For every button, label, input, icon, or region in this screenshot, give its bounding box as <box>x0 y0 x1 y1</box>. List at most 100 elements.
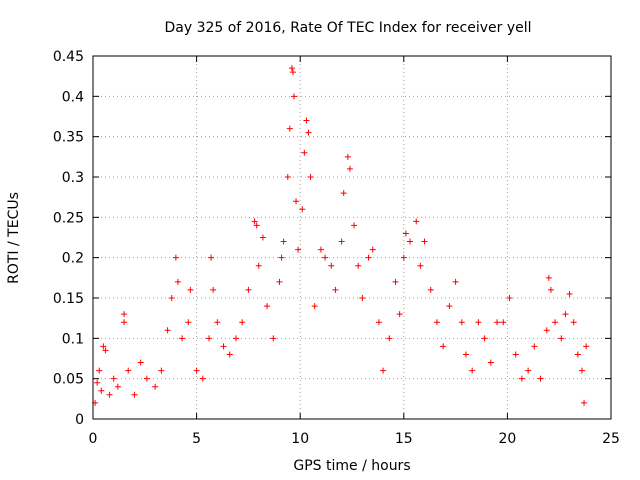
x-tick-label: 25 <box>602 431 620 447</box>
y-tick-label: 0.1 <box>62 331 84 347</box>
data-point <box>531 343 538 350</box>
data-point <box>199 375 206 382</box>
data-point <box>121 311 128 318</box>
y-tick-label: 0.45 <box>53 49 84 65</box>
data-point <box>500 319 507 326</box>
data-point <box>232 335 239 342</box>
data-point <box>407 238 414 245</box>
plot-frame <box>92 55 612 420</box>
data-point <box>317 246 324 253</box>
data-point <box>328 262 335 269</box>
data-point <box>552 319 559 326</box>
data-point <box>299 206 306 213</box>
data-point <box>206 335 213 342</box>
data-point <box>346 165 353 172</box>
data-points <box>92 65 590 406</box>
data-point <box>545 274 552 281</box>
data-point <box>158 367 165 374</box>
data-point <box>208 254 215 261</box>
data-point <box>174 278 181 285</box>
y-tick-label: 0 <box>75 412 84 428</box>
data-point <box>400 254 407 261</box>
data-point <box>322 254 329 261</box>
data-point <box>255 262 262 269</box>
axis-ticks: 0 0.05 0.1 0.15 0.2 0.25 0.3 0.35 0.4 0.45 0 5 10 15 2… <box>53 49 620 447</box>
data-point <box>214 319 221 326</box>
data-point <box>380 367 387 374</box>
data-point <box>307 174 314 180</box>
data-point <box>131 391 138 398</box>
x-tick-label: 5 <box>192 431 201 447</box>
data-point <box>525 367 532 374</box>
y-tick-label: 0.4 <box>62 89 84 105</box>
data-point <box>369 246 376 253</box>
data-point <box>583 343 590 350</box>
data-point <box>152 383 159 390</box>
data-point <box>253 222 260 229</box>
data-point <box>421 238 428 245</box>
data-point <box>303 117 310 124</box>
y-tick-label: 0.15 <box>53 291 84 307</box>
chart-title: Day 325 of 2016, Rate Of TEC Index for r… <box>164 20 531 36</box>
data-point <box>185 319 192 326</box>
data-point <box>506 295 513 301</box>
data-point <box>462 351 469 358</box>
data-point <box>518 375 525 382</box>
data-point <box>413 218 420 225</box>
data-point <box>226 351 233 358</box>
data-point <box>402 230 409 237</box>
y-tick-label: 0.35 <box>53 130 84 146</box>
data-point <box>121 319 128 326</box>
data-point <box>172 254 179 261</box>
data-point <box>102 347 109 354</box>
data-point <box>537 375 544 382</box>
data-point <box>338 238 345 245</box>
data-point <box>251 218 258 225</box>
data-point <box>284 174 291 180</box>
x-axis-label: GPS time / hours <box>293 458 410 474</box>
data-point <box>280 238 287 245</box>
data-point <box>179 335 186 342</box>
data-point <box>187 286 194 293</box>
data-point <box>375 319 382 326</box>
x-tick-label: 0 <box>89 431 98 447</box>
data-point <box>481 335 488 342</box>
data-point <box>417 262 424 269</box>
data-point <box>278 254 285 261</box>
grid <box>93 56 611 419</box>
x-tick-label: 10 <box>291 431 309 447</box>
data-point <box>100 343 107 350</box>
data-point <box>574 351 581 358</box>
data-point <box>114 383 121 390</box>
data-point <box>355 262 362 269</box>
data-point <box>359 295 366 301</box>
data-point <box>386 335 393 342</box>
data-point <box>558 335 565 342</box>
data-point <box>276 278 283 285</box>
data-point <box>365 254 372 261</box>
data-point <box>311 303 318 310</box>
data-point <box>286 125 293 132</box>
data-point <box>570 319 577 326</box>
data-point <box>433 319 440 326</box>
data-point <box>259 234 266 241</box>
data-point <box>168 295 175 301</box>
data-point <box>340 190 347 197</box>
data-point <box>301 149 308 156</box>
y-tick-label: 0.3 <box>62 170 84 186</box>
data-point <box>446 303 453 310</box>
data-point <box>494 319 501 326</box>
data-point <box>96 367 103 374</box>
data-point <box>220 343 227 350</box>
data-point <box>290 93 297 100</box>
y-axis-label: ROTI / TECUs <box>6 192 22 284</box>
data-point <box>98 387 105 394</box>
y-tick-label: 0.05 <box>53 372 84 388</box>
data-point <box>293 198 300 205</box>
data-point <box>543 327 550 334</box>
data-point <box>440 343 447 350</box>
data-point <box>193 367 200 374</box>
data-point <box>581 399 588 406</box>
x-tick-label: 20 <box>498 431 516 447</box>
